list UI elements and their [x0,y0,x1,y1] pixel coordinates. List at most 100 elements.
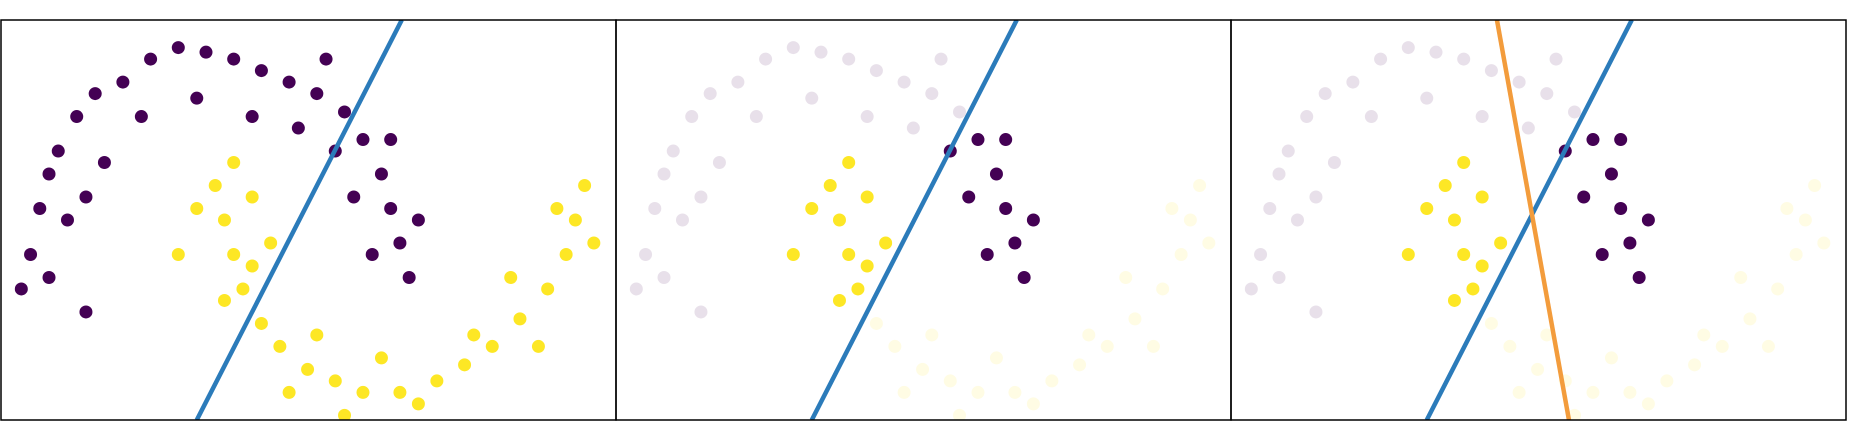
point [568,213,582,227]
point [971,385,985,399]
point [832,293,846,307]
point [1401,247,1415,261]
point [245,190,259,204]
plot-area [629,20,1216,420]
point [88,87,102,101]
point [989,351,1003,365]
point [694,190,708,204]
point [1309,305,1323,319]
point [1202,236,1216,250]
point [1026,213,1040,227]
point [374,351,388,365]
point [301,362,315,376]
point [79,190,93,204]
point [1761,339,1775,353]
point [860,259,874,273]
point [1447,293,1461,307]
point [541,282,555,296]
point [832,213,846,227]
point [925,87,939,101]
point [33,202,47,216]
point [393,236,407,250]
point [190,202,204,216]
panel [615,19,1232,421]
panel [1230,19,1847,421]
point [943,374,957,388]
point [60,213,74,227]
point [1484,316,1498,330]
point [273,339,287,353]
point [1494,236,1508,250]
point [1318,87,1332,101]
point [1789,247,1803,261]
point [685,110,699,124]
point [1512,75,1526,89]
point [1374,52,1388,66]
point [1798,213,1812,227]
point [116,75,130,89]
point [1309,190,1323,204]
point [393,385,407,399]
point [384,202,398,216]
point [97,156,111,170]
point [1290,213,1304,227]
point [550,202,564,216]
point [245,110,259,124]
point [1586,133,1600,147]
point [1743,312,1757,326]
point [1146,339,1160,353]
point [1429,45,1443,59]
point [675,213,689,227]
point [916,362,930,376]
point [1568,105,1582,119]
point [42,167,56,181]
panel-frame [0,19,617,421]
point [467,328,481,342]
point [1466,282,1480,296]
point [1272,270,1286,284]
point [1604,167,1618,181]
point [1614,133,1628,147]
panel-frame [1230,19,1847,421]
point [814,45,828,59]
point [227,52,241,66]
point [851,282,865,296]
point [860,190,874,204]
point [282,385,296,399]
point [1100,339,1114,353]
point [1697,328,1711,342]
point [1128,312,1142,326]
point [374,167,388,181]
point [1119,270,1133,284]
point [1457,52,1471,66]
point [236,282,250,296]
point [51,144,65,158]
point [1715,339,1729,353]
point [217,213,231,227]
point [1263,202,1277,216]
point [888,339,902,353]
point [860,110,874,124]
point [291,121,305,135]
plot-area [14,20,601,420]
point [934,52,948,66]
point [485,339,499,353]
point [823,179,837,193]
point [79,305,93,319]
point [1614,202,1628,216]
point [1420,202,1434,216]
point [906,121,920,135]
point [786,247,800,261]
point [897,385,911,399]
point [657,167,671,181]
point [786,41,800,55]
point [639,247,653,261]
panel-frame [615,19,1232,421]
point [925,328,939,342]
point [629,282,643,296]
decision-line [809,20,1019,420]
point [842,52,856,66]
point [703,87,717,101]
point [1156,282,1170,296]
point [989,167,1003,181]
